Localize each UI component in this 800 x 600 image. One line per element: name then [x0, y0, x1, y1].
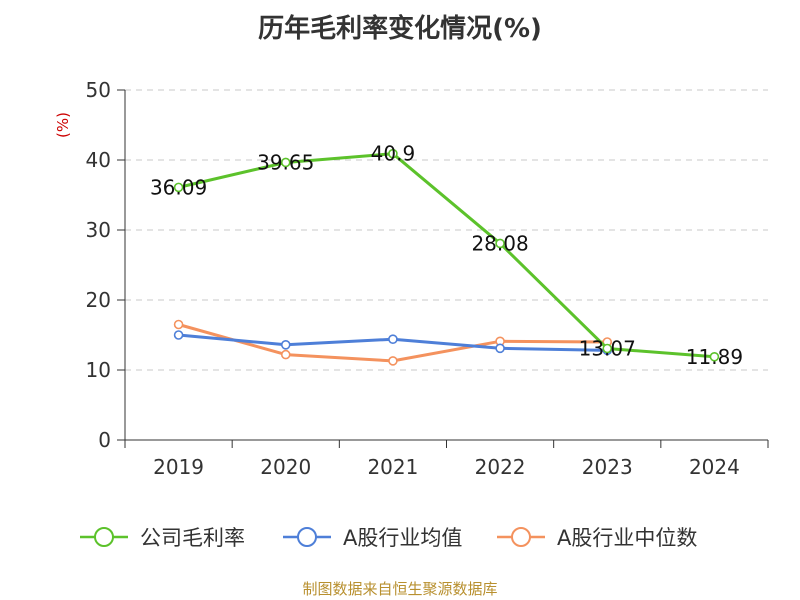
- x-tick-label: 2022: [475, 455, 526, 479]
- series-line-0: [178, 152, 715, 359]
- data-label: 39.65: [257, 150, 314, 174]
- source-note: 制图数据来自恒生聚源数据库: [302, 580, 498, 598]
- legend-label: 公司毛利率: [140, 526, 245, 550]
- data-label: 13.07: [579, 337, 636, 361]
- y-tick-label: 40: [86, 148, 111, 172]
- data-point: [495, 343, 505, 354]
- data-point: [280, 349, 291, 360]
- y-tick-label: 20: [86, 288, 111, 312]
- data-label: 11.89: [686, 345, 743, 369]
- data-point: [388, 148, 398, 159]
- legend-label: A股行业中位数: [557, 526, 697, 550]
- legend-marker: [94, 527, 114, 547]
- data-point: [173, 330, 184, 340]
- data-point: [709, 351, 720, 362]
- x-tick-label: 2023: [582, 455, 633, 479]
- x-tick-label: 2024: [689, 455, 740, 479]
- data-point: [173, 182, 184, 193]
- data-point: [280, 339, 291, 350]
- y-tick-label: 30: [86, 218, 111, 242]
- data-point: [280, 157, 291, 168]
- x-tick-label: 2021: [367, 455, 418, 479]
- y-tick-label: 10: [86, 358, 111, 382]
- data-point: [495, 238, 505, 249]
- data-point: [602, 343, 613, 354]
- data-point: [388, 356, 398, 366]
- legend-label: A股行业均值: [343, 526, 462, 550]
- x-tick-label: 2019: [153, 455, 204, 479]
- data-point: [173, 319, 184, 330]
- data-label: 36.09: [150, 175, 207, 199]
- y-tick-label: 0: [98, 428, 111, 452]
- y-tick-label: 50: [86, 78, 111, 102]
- y-axis-unit-label: (%): [54, 112, 72, 138]
- x-tick-label: 2020: [260, 455, 311, 479]
- legend-marker: [297, 527, 317, 547]
- chart-title: 历年毛利率变化情况(%): [258, 14, 542, 44]
- data-label: 40.9: [371, 142, 416, 166]
- legend-marker: [511, 527, 531, 547]
- data-label: 28.08: [471, 231, 528, 255]
- data-point: [388, 334, 398, 345]
